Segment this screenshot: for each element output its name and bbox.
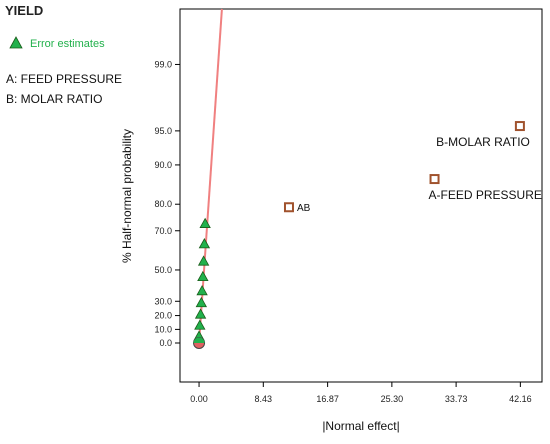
x-tick-label: 33.73 (445, 394, 468, 404)
error-estimate-point (196, 285, 208, 296)
y-tick-label: 70.0 (154, 226, 172, 236)
error-estimate-point (199, 217, 211, 228)
y-tick-label: 99.0 (154, 59, 172, 69)
y-tick-label: 50.0 (154, 265, 172, 275)
y-tick-label: 30.0 (154, 296, 172, 306)
legend-triangle-icon (9, 36, 23, 49)
effect-point (514, 121, 525, 132)
legend-factor-b: B: MOLAR RATIO (6, 92, 102, 106)
effect-label: A-FEED PRESSURE (429, 188, 542, 202)
error-estimate-point (194, 308, 207, 319)
legend-factor-a: A: FEED PRESSURE (6, 72, 122, 86)
x-tick-label: 16.87 (316, 394, 339, 404)
y-tick-label: 95.0 (154, 126, 172, 136)
x-ticks: 0.00 8.43 16.87 25.30 33.73 42.16 (190, 382, 532, 404)
y-ticks: 0.0 10.0 20.0 30.0 50.0 70.0 80.0 90.0 95.0 99.0 (154, 59, 180, 348)
legend: Error estimates A: FEED PRESSURE B: MOLA… (6, 36, 122, 106)
chart-title: YIELD (5, 3, 43, 18)
y-tick-label: 90.0 (154, 160, 172, 170)
x-tick-label: 25.30 (381, 394, 404, 404)
error-estimate-point (197, 270, 209, 282)
effect-point (429, 174, 440, 185)
error-estimate-point (195, 296, 208, 308)
x-tick-label: 8.43 (255, 394, 273, 404)
error-estimate-point (194, 319, 206, 330)
y-tick-label: 10.0 (154, 324, 172, 334)
x-axis-label: |Normal effect| (322, 419, 399, 433)
effect-point (283, 202, 294, 213)
effect-label: B-MOLAR RATIO (436, 135, 530, 149)
x-tick-label: 0.00 (190, 394, 208, 404)
legend-error-label: Error estimates (30, 38, 105, 50)
y-tick-label: 20.0 (154, 311, 172, 321)
x-tick-label: 42.16 (509, 394, 532, 404)
error-estimate-point (198, 238, 211, 249)
error-estimate-point (197, 255, 210, 266)
effect-label: AB (297, 203, 311, 214)
y-tick-label: 0.0 (159, 338, 172, 348)
points-layer: AB A-FEED PRESSURE B-MOLAR RATIO (193, 121, 542, 349)
plot-area (179, 8, 543, 383)
zero-point-top (193, 337, 205, 343)
y-tick-label: 80.0 (154, 199, 172, 209)
y-axis-label: % Half-normal probability (120, 129, 134, 263)
